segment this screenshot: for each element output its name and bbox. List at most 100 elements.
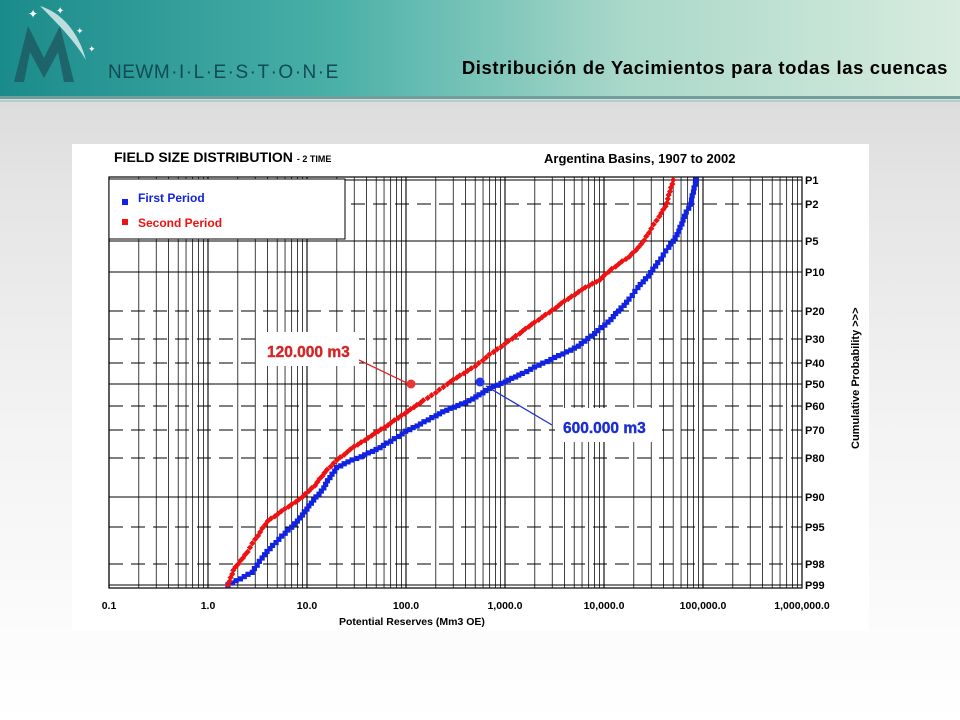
data-point [635, 285, 641, 291]
data-point [407, 427, 413, 433]
data-point [254, 562, 260, 568]
data-point [544, 358, 550, 365]
m-star-logo-icon: ✦ ✦ ✦ ✦ [14, 6, 96, 82]
data-point [658, 256, 664, 262]
data-point [640, 279, 646, 285]
data-point [645, 273, 652, 279]
data-point [592, 330, 598, 337]
y-tick-label: P50 [805, 379, 825, 391]
data-point [670, 176, 677, 184]
data-point [410, 425, 416, 431]
data-point [571, 345, 578, 351]
data-point [516, 372, 522, 378]
data-point [618, 305, 624, 311]
y-axis-label: Cumulative Probability >>> [850, 307, 862, 449]
data-point [458, 401, 465, 407]
data-point [273, 539, 279, 546]
data-point [241, 574, 247, 580]
data-point [318, 488, 324, 494]
data-point [420, 397, 427, 404]
data-point [308, 500, 314, 506]
svg-text:✦: ✦ [88, 44, 96, 54]
data-point [531, 364, 538, 370]
data-point [626, 296, 632, 302]
data-point [693, 177, 699, 183]
x-tick-label: 100,000.0 [680, 600, 727, 612]
data-point [616, 308, 622, 314]
x-tick-label: 100.0 [393, 600, 419, 612]
field-size-distribution-chart: P1 P2 P5 P10 P20 P30 P40 P50 P60 P70 P80 P90 P95 P98 P… [102, 149, 862, 628]
y-tick-label: P30 [805, 334, 825, 346]
y-tick-labels: P1 P2 P5 P10 P20 P30 P40 P50 P60 P70 P80 P90 P95 P98 P… [805, 175, 825, 592]
data-point [632, 288, 638, 295]
y-tick-label: P80 [805, 453, 825, 465]
data-point [417, 421, 424, 427]
data-point [472, 363, 479, 370]
data-point [689, 193, 695, 199]
data-point [552, 354, 558, 361]
data-point [637, 281, 643, 288]
svg-text:✦: ✦ [28, 7, 38, 21]
chart-title: FIELD SIZE DISTRIBUTION - 2 TIME [114, 149, 331, 165]
y-tick-label: P1 [805, 175, 818, 187]
chart-grid [108, 177, 802, 588]
data-point [613, 311, 619, 317]
data-point [578, 340, 584, 347]
data-point [463, 400, 469, 406]
chart-title-main: FIELD SIZE DISTRIBUTION [114, 149, 293, 165]
data-point [528, 366, 534, 372]
y-tick-label: P98 [805, 559, 825, 571]
annotation-box-600 [555, 408, 662, 442]
data-point [610, 314, 616, 320]
data-point [337, 454, 344, 461]
chart-title-suffix: - 2 TIME [297, 154, 332, 164]
x-axis-label: Potential Reserves (Mm3 OE) [339, 616, 485, 628]
data-point [341, 461, 347, 467]
annotation-600-leader [485, 385, 553, 426]
data-point [377, 445, 383, 451]
data-point [480, 390, 486, 396]
data-point [483, 387, 489, 394]
header-band [0, 0, 960, 98]
data-point [249, 569, 255, 575]
svg-text:✦: ✦ [56, 6, 64, 17]
y-tick-label: P90 [805, 492, 825, 504]
data-point [313, 494, 319, 500]
data-point [642, 276, 649, 282]
data-point [621, 302, 627, 308]
data-point [536, 362, 542, 368]
y-tick-label: P99 [805, 580, 825, 592]
annotation-120-label: 120.000 m3 [267, 344, 350, 361]
data-point [680, 217, 686, 223]
data-point [399, 431, 405, 437]
data-point [602, 322, 608, 328]
annotation-layer: 120.000 m3 600.000 m3 [259, 332, 662, 442]
data-point [598, 325, 604, 331]
data-point [424, 394, 431, 402]
data-point [362, 452, 368, 458]
data-point [380, 442, 387, 448]
data-point [648, 225, 655, 232]
data-point [623, 299, 630, 305]
plot-frame [108, 176, 803, 589]
data-point [279, 533, 285, 539]
brand-milestone: M·I·L·E·S·T·O·N·E [153, 62, 340, 83]
legend-label-first-period: First Period [138, 191, 205, 205]
data-point [327, 474, 333, 481]
data-point [324, 478, 331, 484]
data-point [575, 343, 581, 349]
data-point [652, 263, 659, 269]
data-point [669, 180, 676, 188]
data-point [403, 428, 409, 434]
annotation-120-leader [358, 359, 410, 385]
data-point [245, 571, 251, 577]
data-point [629, 292, 635, 299]
x-tick-label: 1,000.0 [487, 600, 522, 612]
data-point [388, 438, 394, 444]
data-point [349, 457, 355, 463]
series-first-period [225, 177, 699, 588]
data-point [473, 394, 479, 400]
data-point [476, 392, 482, 398]
x-tick-label: 1,000,000.0 [774, 600, 830, 612]
data-point [563, 349, 570, 355]
